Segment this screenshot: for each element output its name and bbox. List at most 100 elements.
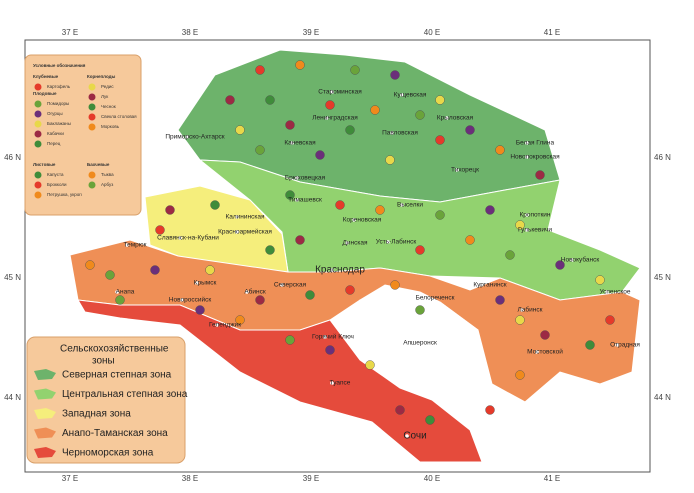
zone-swatch <box>34 388 56 400</box>
vegetable-icon <box>285 120 295 130</box>
place-label: Темрюк <box>123 242 146 249</box>
place-label: Абинск <box>244 288 266 296</box>
vegetable-icon <box>485 405 495 415</box>
zone-swatch <box>34 369 56 380</box>
legend-item: Арбуз <box>101 182 113 187</box>
place-marker <box>195 281 199 285</box>
vegetable-icon <box>210 200 220 210</box>
zones-legend: Сельскохозяйственные зоны Северная степн… <box>26 336 188 464</box>
vegetable-icon <box>465 235 475 245</box>
legend-symbol <box>34 120 42 128</box>
place-marker <box>605 290 609 294</box>
place-marker <box>570 258 574 262</box>
place-marker <box>400 93 404 97</box>
legend-item: Петрушка, укроп <box>47 192 82 197</box>
place-marker <box>390 131 394 135</box>
vegetable-icon <box>285 335 295 345</box>
place-marker <box>445 116 449 120</box>
legend-symbol <box>34 140 42 148</box>
longitude-label: 41 E <box>544 474 560 483</box>
place-marker <box>185 135 189 139</box>
legend-symbol <box>34 83 42 91</box>
longitude-label: 38 E <box>182 474 198 483</box>
place-label: Мостовской <box>527 348 563 356</box>
legend-group: Листовые <box>33 162 56 167</box>
place-marker <box>345 241 349 245</box>
vegetable-icon <box>515 220 525 230</box>
place-marker <box>525 141 529 145</box>
longitude-label: 38 E <box>182 28 198 37</box>
legend-item: Лук <box>101 94 108 99</box>
vegetable-icon <box>255 295 265 305</box>
place-marker <box>115 290 119 294</box>
vegetable-icon <box>390 70 400 80</box>
vegetable-icon <box>595 275 605 285</box>
vegetable-icon <box>285 190 295 200</box>
zone-black-sea <box>77 299 483 463</box>
vegetable-icon <box>315 150 325 160</box>
place-label: Лабинск <box>518 306 543 314</box>
vegetable-icon <box>415 245 425 255</box>
legend-symbol <box>34 110 42 118</box>
legend-item: Кабачки <box>47 131 64 136</box>
place-label: Туапсе <box>330 380 351 387</box>
zones-legend-title: Сельскохозяйственные <box>60 344 169 355</box>
longitude-label: 40 E <box>424 28 440 37</box>
vegetable-icon <box>235 315 245 325</box>
place-label: Отрадная <box>610 342 640 349</box>
vegetable-icon <box>265 95 275 105</box>
legend-item: Брокколи <box>47 182 67 187</box>
legend-group: Бахчевые <box>87 162 110 167</box>
legend-group: Корнеплоды <box>87 74 116 79</box>
vegetable-icon <box>205 265 215 275</box>
place-label: Брюховецкая <box>285 175 326 182</box>
place-label: Новопокровская <box>510 154 560 161</box>
place-label: Крыловская <box>437 115 474 122</box>
place-marker <box>325 116 329 120</box>
zone-label: Центральная степная зона <box>62 389 188 400</box>
vegetable-icon <box>345 285 355 295</box>
place-marker <box>178 236 182 240</box>
legend-symbol <box>34 100 42 108</box>
vegetable-icon <box>555 260 565 270</box>
vegetable-icon <box>390 280 400 290</box>
place-label: Гулькевичи <box>518 227 552 234</box>
vegetable-icon <box>365 360 375 370</box>
place-marker <box>235 215 239 219</box>
legend-symbol <box>34 171 42 179</box>
vegetable-icon <box>495 295 505 305</box>
place-marker <box>295 176 299 180</box>
vegetable-icon <box>375 205 385 215</box>
place-marker <box>330 90 334 94</box>
longitude-label: 41 E <box>544 28 560 37</box>
vegetable-icon <box>435 95 445 105</box>
legend-group: Плодовые <box>33 91 57 96</box>
place-label: Каневская <box>284 140 316 147</box>
legend-box <box>24 54 142 216</box>
latitude-label: 44 N <box>654 393 671 402</box>
legend-symbol <box>88 83 96 91</box>
legend-item: Баклажаны <box>47 121 71 126</box>
place-label: Горячий Ключ <box>312 333 354 341</box>
place-marker <box>235 230 239 234</box>
place-marker <box>330 381 334 385</box>
place-marker <box>295 198 299 202</box>
zone-label: Анапо-Таманская зона <box>62 428 168 439</box>
place-label: Ленинградская <box>312 115 358 122</box>
place-marker <box>615 343 619 347</box>
place-label: Красноармейская <box>218 228 272 236</box>
vegetable-icon <box>515 370 525 380</box>
vegetable-icon <box>505 250 515 260</box>
vegetable-icon <box>540 330 550 340</box>
vegetable-icon <box>585 340 595 350</box>
vegetable-icon <box>435 210 445 220</box>
longitude-label: 37 E <box>62 28 78 37</box>
place-marker <box>330 268 334 272</box>
place-label: Крымск <box>194 280 217 287</box>
legend-item: Свекла столовая <box>101 114 137 119</box>
place-label: Краснодар <box>315 265 365 276</box>
place-label: Кропоткин <box>519 212 550 219</box>
latitude-label: 45 N <box>4 273 21 282</box>
vegetable-icon <box>415 305 425 315</box>
